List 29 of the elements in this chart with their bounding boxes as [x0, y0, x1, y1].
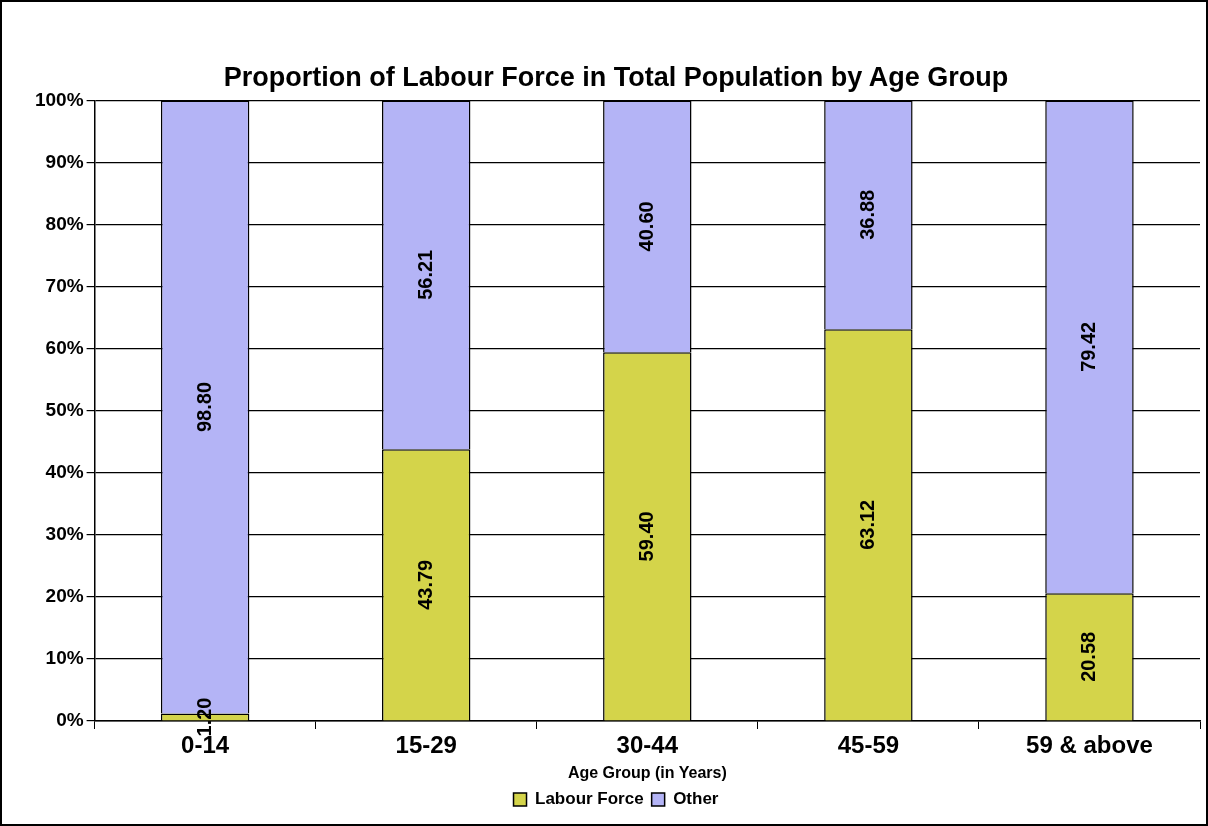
x-tick-label: 15-29	[395, 731, 457, 759]
data-label: 40.60	[634, 201, 657, 252]
data-label: 79.42	[1076, 321, 1099, 372]
x-tick-label: 30-44	[616, 731, 679, 759]
data-label: 63.12	[855, 499, 878, 550]
data-label: 43.79	[413, 559, 436, 610]
data-label: 98.80	[192, 381, 215, 433]
x-tick-label: 59 & above	[1026, 731, 1153, 759]
x-axis-title: Age Group (in Years)	[567, 763, 727, 781]
y-tick-label: 100%	[34, 88, 84, 110]
x-tick-label: 45-59	[837, 731, 900, 759]
y-tick-label: 80%	[45, 212, 84, 234]
chart-title: Proportion of Labour Force in Total Population by Age Group	[223, 61, 1009, 92]
data-label: 36.88	[855, 189, 878, 240]
legend-label: Labour Force	[535, 789, 644, 809]
data-label: 1.20	[192, 697, 215, 737]
y-tick-label: 50%	[45, 398, 84, 420]
y-tick-label: 90%	[45, 150, 84, 172]
y-tick-label: 10%	[45, 647, 84, 669]
y-tick-label: 40%	[45, 460, 84, 482]
data-label: 59.40	[634, 511, 657, 562]
data-label: 56.21	[413, 249, 436, 300]
y-tick-label: 70%	[45, 274, 84, 296]
y-tick-label: 20%	[45, 585, 84, 607]
y-tick-label: 60%	[45, 336, 84, 358]
y-tick-label: 30%	[45, 523, 84, 545]
legend-label: Other	[673, 789, 719, 809]
y-tick-label: 0%	[56, 709, 84, 731]
data-label: 20.58	[1076, 631, 1099, 682]
